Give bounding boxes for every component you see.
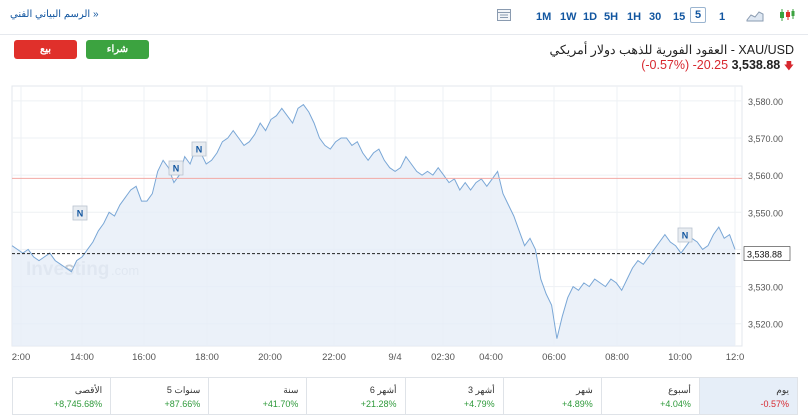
news-marker-icon (168, 160, 184, 176)
performance-cell[interactable]: سنة +41.70% (208, 378, 306, 414)
series-line (11, 103, 736, 339)
performance-cell[interactable]: أسبوع +4.04% (600, 378, 699, 414)
news-marker-label: N (196, 145, 203, 155)
table-icon[interactable] (497, 8, 511, 22)
x-tick-label: 10:00 (668, 352, 692, 363)
performance-label: سنة (283, 385, 299, 395)
news-marker-icon (677, 227, 693, 243)
timeframe-5[interactable]: 5 (690, 7, 707, 23)
performance-value: +21.28% (360, 399, 397, 409)
performance-cell[interactable]: 3 أشهر +4.79% (404, 378, 503, 414)
series-area (12, 104, 735, 346)
x-tick-label: 12:0 (726, 352, 745, 363)
performance-value: -0.57% (760, 399, 789, 409)
x-tick-label: 16:00 (132, 352, 156, 363)
performance-label: 6 أشهر (369, 385, 397, 395)
last-price: 3,538.88 (731, 58, 781, 72)
news-marker-icon (191, 141, 207, 157)
timeframe-30[interactable]: 30 (649, 11, 662, 23)
buy-button[interactable]: شراء (86, 40, 149, 59)
performance-value: +4.79% (463, 399, 495, 409)
timeframe-1w[interactable]: 1W (560, 11, 577, 23)
timeframe-5h[interactable]: 5H (604, 11, 619, 23)
chart-svg: 3,580.003,570.003,560.003,550.003,540.00… (11, 85, 791, 363)
performance-label: شهر (576, 385, 593, 395)
performance-value: +41.70% (262, 399, 299, 409)
performance-cell[interactable]: 6 أشهر +21.28% (306, 378, 404, 414)
price-row: (-0.57%) -20.25 3,538.88 🡇 (641, 58, 794, 76)
x-tick-label: 14:00 (70, 352, 94, 363)
timeframe-1[interactable]: 1 (719, 11, 726, 23)
change-percent: (-0.57%) (641, 58, 690, 72)
x-tick-label: 22:00 (322, 352, 346, 363)
instrument-name: XAU/USD - العقود الفورية للذهب دولار أمر… (549, 43, 794, 57)
y-tick-label: 3,580.00 (748, 97, 783, 107)
timeframe-15[interactable]: 15 (673, 11, 686, 23)
performance-label: يوم (776, 385, 789, 395)
news-marker-label: N (682, 231, 689, 241)
performance-value: +87.66% (164, 399, 201, 409)
area-chart-icon[interactable] (746, 8, 764, 22)
sell-button[interactable]: بيع (14, 40, 77, 59)
performance-bar: يوم -0.57% أسبوع +4.04% شهر +4.89% 3 أشهر +4.79… (12, 377, 798, 415)
performance-value: +8,745.68% (53, 399, 103, 409)
down-arrow-icon: 🡇 (783, 61, 794, 72)
x-tick-label: 18:00 (195, 352, 219, 363)
performance-label: أسبوع (668, 385, 691, 395)
timeframe-1m[interactable]: 1M (536, 11, 552, 23)
performance-value: +4.89% (561, 399, 593, 409)
x-tick-label: 08:00 (605, 352, 629, 363)
timeframe-1h[interactable]: 1H (627, 11, 642, 23)
news-marker-label: N (77, 209, 84, 219)
performance-value: +4.04% (660, 399, 691, 409)
news-marker-icon (72, 205, 88, 221)
current-price-box (743, 246, 791, 261)
performance-cell[interactable]: يوم -0.57% (698, 378, 797, 414)
x-tick-label: 9/4 (388, 352, 401, 363)
performance-label: 5 سنوات (166, 385, 201, 395)
performance-label: 3 أشهر (467, 385, 495, 395)
y-tick-label: 3,530.00 (748, 283, 783, 293)
candlestick-icon[interactable] (778, 8, 796, 22)
y-tick-label: 3,560.00 (748, 171, 783, 181)
x-tick-label: 06:00 (542, 352, 566, 363)
x-tick-label: 20:00 (258, 352, 282, 363)
price-chart: 3,580.003,570.003,560.003,550.003,540.00… (0, 80, 808, 370)
x-tick-label: 2:00 (12, 352, 31, 363)
performance-cell[interactable]: 5 سنوات +87.66% (110, 378, 208, 414)
x-tick-label: 04:00 (479, 352, 503, 363)
chart-toolbar: الرسم البياني الفني » 1M 1W 1D 5H 1H 30 … (0, 0, 808, 35)
news-marker-label: N (173, 164, 180, 174)
y-tick-label: 3,520.00 (748, 320, 783, 330)
current-price-label: 3,538.88 (747, 250, 782, 260)
performance-cell[interactable]: شهر +4.89% (502, 378, 601, 414)
performance-label: الأقصى (74, 385, 103, 395)
y-tick-label: 3,570.00 (748, 134, 783, 144)
timeframe-1d[interactable]: 1D (583, 11, 598, 23)
performance-cell[interactable]: الأقصى +8,745.68% (13, 378, 110, 414)
y-tick-label: 3,550.00 (748, 208, 783, 218)
x-tick-label: 02:30 (431, 352, 455, 363)
technical-chart-link[interactable]: الرسم البياني الفني » (10, 9, 99, 20)
change-value: -20.25 (692, 58, 729, 72)
